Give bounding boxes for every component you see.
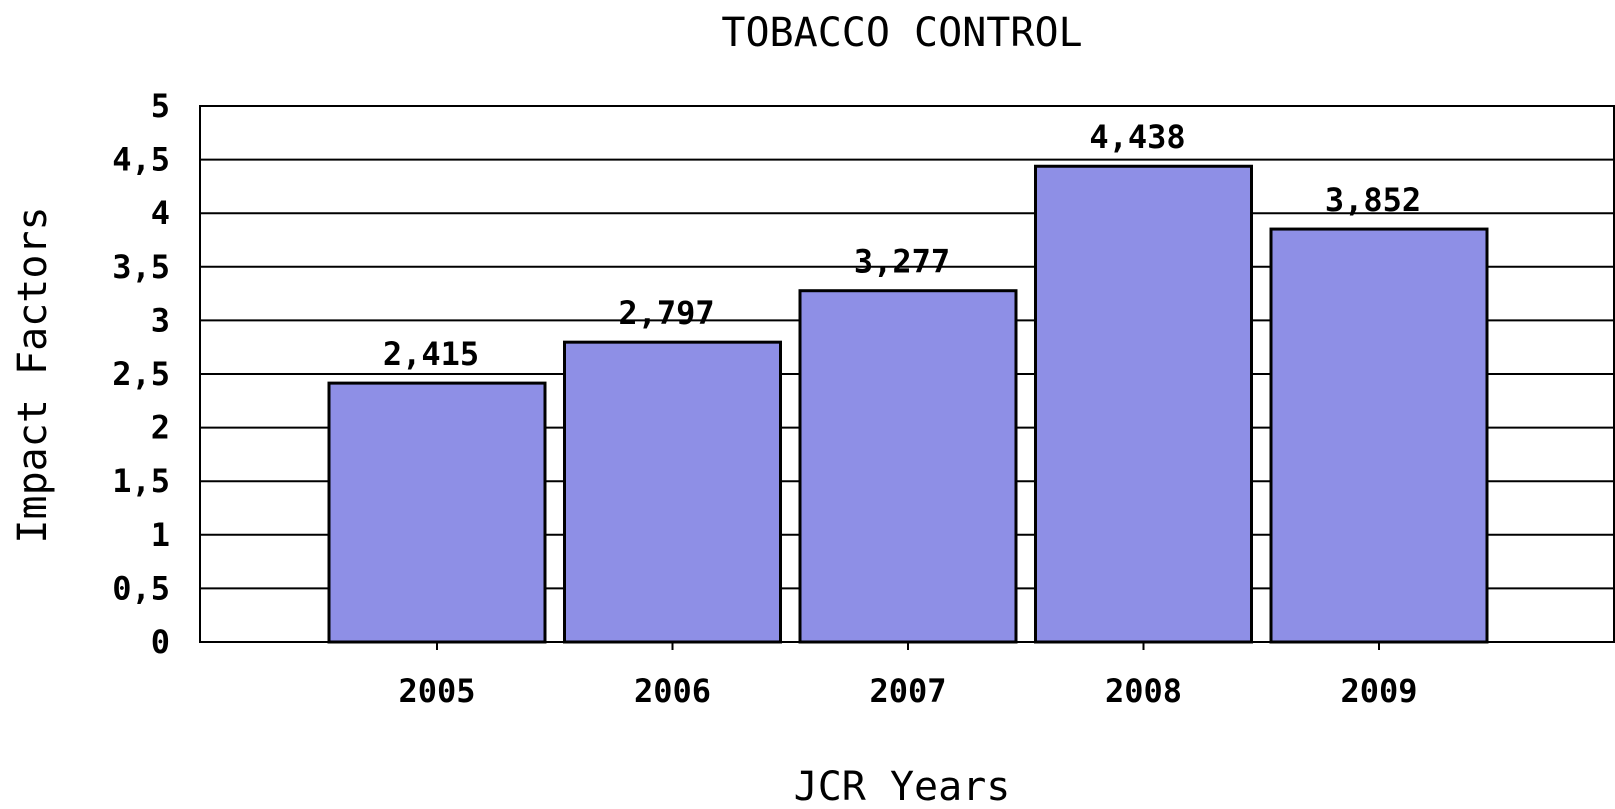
x-axis-ticks: 2005 2006 2007 2008 2009 <box>398 642 1418 710</box>
plot-frame <box>199 105 1615 643</box>
bar-value-label: 2,415 <box>383 335 479 373</box>
y-tick-label: 5 <box>151 87 170 125</box>
y-tick-label: 1 <box>151 516 170 554</box>
bar-2005 <box>327 381 547 644</box>
x-tick-label: 2007 <box>869 672 946 710</box>
x-tick-label: 2008 <box>1105 672 1182 710</box>
y-tick-label: 1,5 <box>112 462 170 500</box>
x-tick-label: 2009 <box>1340 672 1417 710</box>
x-tick-label: 2005 <box>398 672 475 710</box>
y-axis-label: Impact Factors <box>10 206 56 543</box>
bar-2009 <box>1269 227 1489 644</box>
bar-value-label: 3,852 <box>1325 181 1421 219</box>
y-tick-label: 3,5 <box>112 248 170 286</box>
x-tick-label: 2006 <box>634 672 711 710</box>
x-axis-label: JCR Years <box>794 764 1011 809</box>
bar-2008 <box>1034 164 1253 644</box>
y-tick-label: 3 <box>151 301 170 339</box>
y-tick-label: 2,5 <box>112 355 170 393</box>
y-tick-label: 0 <box>151 623 170 661</box>
bar-value-label: 3,277 <box>854 243 950 281</box>
bars <box>327 164 1489 644</box>
bar-2007 <box>798 289 1018 644</box>
bar-value-label: 2,797 <box>618 294 714 332</box>
bar-2006 <box>563 340 782 644</box>
data-labels: 2,415 2,797 3,277 4,438 3,852 <box>383 118 1421 373</box>
bar-value-label: 4,438 <box>1089 118 1185 156</box>
y-tick-label: 4,5 <box>112 141 170 179</box>
y-tick-label: 4 <box>151 194 170 232</box>
y-tick-label: 2 <box>151 409 170 447</box>
y-tick-label: 0,5 <box>112 569 170 607</box>
y-axis-ticks: 0 0,5 1 1,5 2 2,5 3 3,5 4 4,5 5 <box>112 87 170 661</box>
chart-title: TOBACCO CONTROL <box>721 10 1082 56</box>
